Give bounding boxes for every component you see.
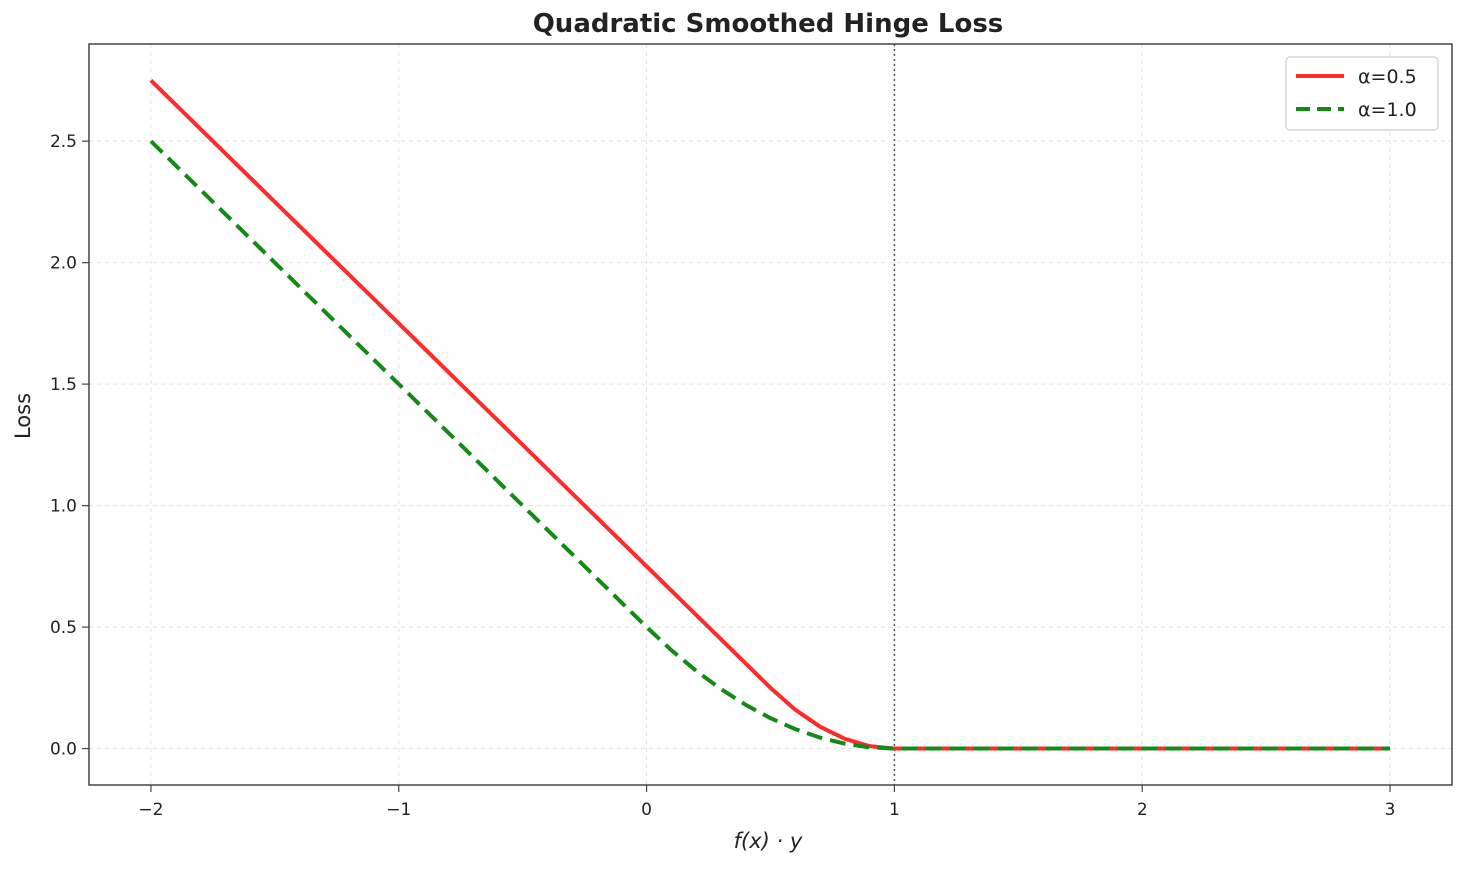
- x-axis-label: f(x) · y: [734, 829, 803, 853]
- x-tick-label: −2: [138, 800, 163, 820]
- series-line-alpha-1.0: [149, 139, 1391, 751]
- x-tick-label: 0: [641, 800, 652, 820]
- y-tick-label: 2.0: [50, 254, 77, 274]
- x-tick-label: 3: [1385, 800, 1396, 820]
- x-tick-label: 2: [1137, 800, 1148, 820]
- y-tick-label: 0.5: [50, 618, 77, 638]
- grid-lines: [89, 44, 1452, 785]
- y-tick-label: 2.5: [50, 132, 77, 152]
- series-line-alpha-0.5: [149, 79, 1391, 751]
- y-tick-label: 1.0: [50, 497, 77, 517]
- y-ticks: 0.0 0.5 1.0 1.5 2.0 2.5: [50, 132, 89, 760]
- chart-title: Quadratic Smoothed Hinge Loss: [533, 9, 1004, 39]
- series-layer: [149, 79, 1391, 751]
- x-tick-label: −1: [386, 800, 411, 820]
- y-axis-label: Loss: [11, 393, 35, 439]
- plot-frame: [88, 43, 1453, 786]
- y-tick-label: 1.5: [50, 375, 77, 395]
- x-tick-label: 1: [889, 800, 900, 820]
- legend: α=0.5 α=1.0: [1285, 56, 1439, 131]
- x-ticks: −2 −1 0 1 2 3: [138, 785, 1395, 820]
- legend-label-alpha-1.0: α=1.0: [1358, 99, 1417, 121]
- y-tick-label: 0.0: [50, 740, 77, 760]
- legend-label-alpha-0.5: α=0.5: [1358, 66, 1417, 88]
